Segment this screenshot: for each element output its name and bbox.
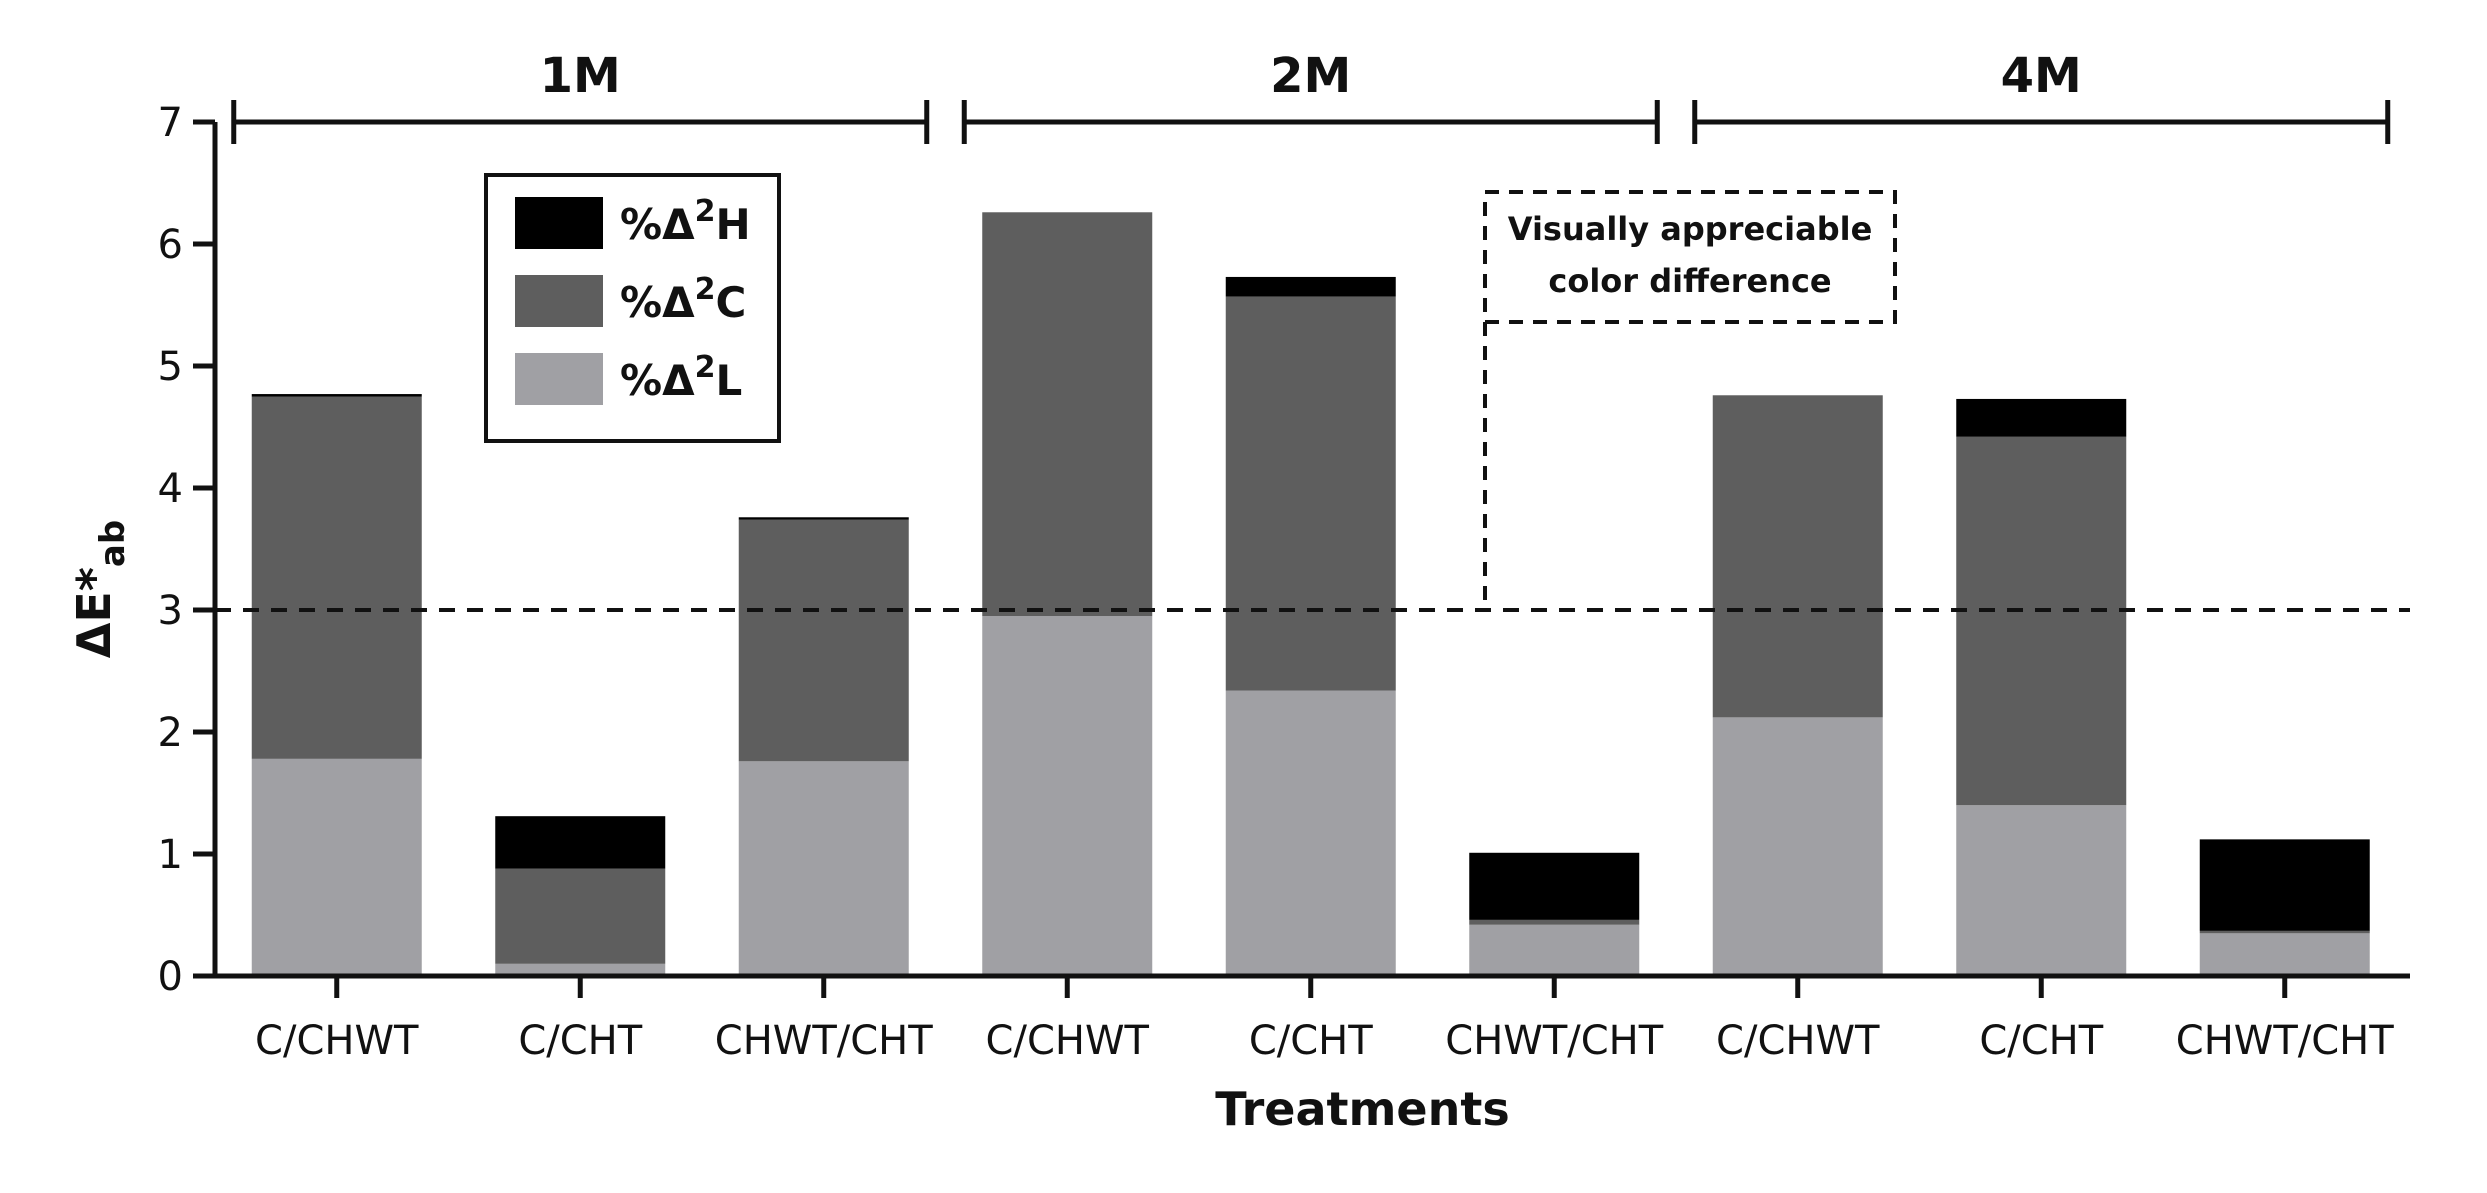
bar-segment-H-2 <box>738 517 909 520</box>
legend-label-sup: 2 <box>695 194 716 229</box>
bar-segment-L-8 <box>2199 933 2370 976</box>
x-tick-label: C/CHWT <box>255 1018 419 1064</box>
y-tick-label: 4 <box>158 466 183 512</box>
x-tick-label: C/CHWT <box>986 1018 1150 1064</box>
x-tick-label: CHWT/CHT <box>2176 1018 2394 1064</box>
x-tick-label: C/CHWT <box>1716 1018 1880 1064</box>
x-tick-label: CHWT/CHT <box>715 1018 933 1064</box>
legend-label-C: %Δ2C <box>620 272 746 327</box>
legend-swatch-C <box>515 275 603 327</box>
axes-layer: 0 1 2 3 4 5 6 7 C/CHWT C/CHT CHWT/CHT C/CHWT C/CHT CH… <box>67 100 2410 1136</box>
bar-segment-C-6 <box>1712 395 1883 718</box>
x-axis-title: Treatments <box>1215 1082 1510 1136</box>
y-tick-label: 2 <box>158 710 183 756</box>
y-axis-title-main: ΔE* <box>67 567 121 658</box>
y-tick-label: 7 <box>158 100 183 146</box>
y-tick-label: 1 <box>158 832 183 878</box>
annotation-text-line: Visually appreciable <box>1508 210 1873 248</box>
bar-segment-L-6 <box>1712 717 1883 976</box>
bar-segment-L-1 <box>495 963 666 976</box>
group-label-2M: 2M <box>1270 48 1351 104</box>
bar-segment-H-1 <box>495 816 666 869</box>
x-tick-label: C/CHT <box>1249 1018 1373 1064</box>
bar-segment-H-5 <box>1469 852 1640 920</box>
legend: %Δ2H%Δ2C%Δ2L <box>484 173 781 443</box>
annotation-text-line: color difference <box>1548 262 1831 300</box>
group-label-4M: 4M <box>2001 48 2082 104</box>
legend-swatch-H <box>515 197 603 249</box>
bar-segment-L-2 <box>738 761 909 976</box>
bar-segment-C-2 <box>738 519 909 762</box>
legend-swatch-L <box>515 353 603 405</box>
legend-label-sup: 2 <box>695 272 716 307</box>
legend-label-base: %Δ <box>620 356 695 405</box>
bar-segment-H-7 <box>1956 398 2127 437</box>
y-axis-title: ΔE*ab <box>67 520 133 658</box>
group-brackets-layer: 1M 2M 4M <box>231 48 2391 144</box>
bar-segment-C-5 <box>1469 919 1640 925</box>
bar-segment-C-0 <box>251 396 422 759</box>
legend-label-letter: L <box>715 356 742 405</box>
bar-segment-L-0 <box>251 758 422 976</box>
x-tick-label: C/CHT <box>518 1018 642 1064</box>
y-tick-label: 3 <box>158 588 183 634</box>
x-tick-label: CHWT/CHT <box>1445 1018 1663 1064</box>
legend-label-base: %Δ <box>620 278 695 327</box>
bar-segment-C-3 <box>982 212 1153 617</box>
bar-segment-C-8 <box>2199 930 2370 934</box>
legend-label-H: %Δ2H <box>620 194 751 249</box>
bar-segment-C-4 <box>1225 296 1396 691</box>
bar-segment-L-7 <box>1956 805 2127 976</box>
bar-segment-C-7 <box>1956 436 2127 806</box>
bar-segment-L-4 <box>1225 690 1396 976</box>
bar-segment-L-5 <box>1469 924 1640 976</box>
bar-segment-L-3 <box>982 616 1153 976</box>
legend-label-L: %Δ2L <box>620 350 742 405</box>
y-tick-label: 6 <box>158 222 183 268</box>
x-tick-label: C/CHT <box>1979 1018 2103 1064</box>
bar-segment-H-8 <box>2199 839 2370 931</box>
group-label-1M: 1M <box>540 48 621 104</box>
legend-label-sup: 2 <box>695 350 716 385</box>
y-tick-label: 0 <box>158 954 183 1000</box>
y-tick-label: 5 <box>158 344 183 390</box>
bar-segment-C-1 <box>495 868 666 964</box>
annotation-box <box>1483 190 1897 324</box>
y-axis-title-subscript: ab <box>93 520 133 567</box>
bar-segment-H-4 <box>1225 276 1396 297</box>
bar-segment-H-0 <box>251 394 422 397</box>
bars-layer <box>251 212 2370 976</box>
annotation-layer: Visually appreciable color difference <box>1483 190 1897 610</box>
legend-label-letter: C <box>715 278 746 327</box>
legend-label-letter: H <box>715 200 750 249</box>
legend-label-base: %Δ <box>620 200 695 249</box>
